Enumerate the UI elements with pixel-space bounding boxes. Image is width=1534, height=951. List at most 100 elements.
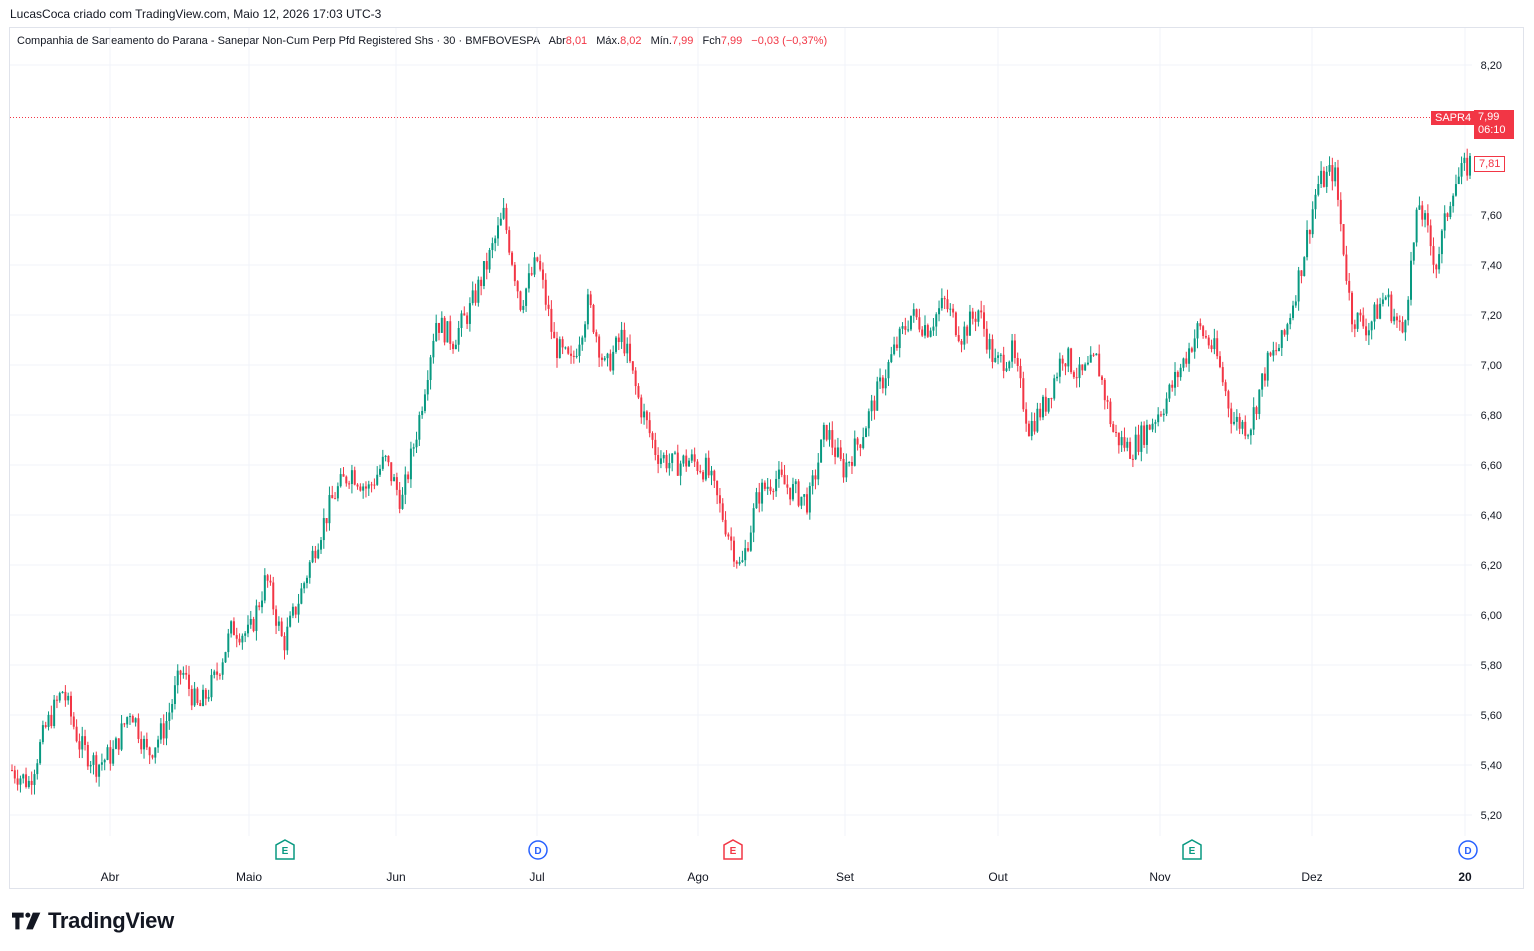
candle-body	[949, 308, 952, 310]
candle-body	[41, 725, 44, 743]
candle-body	[100, 762, 103, 765]
candle-body	[718, 495, 721, 504]
candle-body	[595, 332, 598, 337]
candle-body	[137, 718, 140, 739]
candle-body	[1348, 280, 1351, 293]
candle-body	[1376, 304, 1379, 319]
candle-body	[261, 600, 264, 608]
candle-body	[603, 358, 606, 360]
candle-body	[870, 400, 873, 412]
candle-body	[1106, 400, 1109, 402]
candle-body	[1056, 376, 1059, 379]
candle-body	[98, 764, 101, 777]
candle-body	[426, 379, 429, 395]
candle-body	[1297, 270, 1300, 302]
candle-body	[494, 238, 497, 244]
candle-body	[1210, 345, 1213, 350]
candle-body	[1011, 340, 1014, 362]
candle-body	[55, 699, 58, 701]
tradingview-brand[interactable]: TradingView	[12, 908, 174, 934]
candle-body	[1356, 312, 1359, 329]
candle-body	[935, 314, 938, 327]
candle-body	[350, 470, 353, 484]
candle-body	[1067, 348, 1070, 367]
candle-body	[421, 410, 424, 416]
candle-body	[673, 452, 676, 454]
candle-body	[482, 261, 485, 286]
candle-body	[1362, 315, 1365, 327]
candle-body	[783, 474, 786, 485]
candle-body	[1435, 264, 1438, 270]
candle-body	[255, 605, 258, 631]
candle-body	[1061, 358, 1064, 364]
x-tick-label: Maio	[236, 870, 262, 884]
candle-body	[224, 652, 227, 663]
candle-body	[1381, 299, 1384, 304]
candle-body	[72, 716, 75, 727]
legend-change: −0,03 (−0,37%)	[751, 35, 828, 47]
candle-body	[1151, 423, 1154, 430]
candle-body	[1440, 230, 1443, 255]
candle-body	[179, 670, 182, 675]
event-label: E	[282, 846, 289, 857]
candle-body	[412, 447, 415, 449]
x-tick-label: Jun	[386, 870, 405, 884]
candle-body	[657, 454, 660, 464]
candle-body	[614, 337, 617, 352]
candle-body	[752, 508, 755, 533]
candle-body	[230, 621, 233, 634]
candle-body	[763, 482, 766, 489]
y-tick-label: 6,80	[1481, 410, 1502, 422]
y-tick-label: 6,40	[1481, 510, 1502, 522]
candle-body	[454, 344, 457, 350]
candle-body	[432, 340, 435, 358]
candle-body	[1294, 301, 1297, 306]
candle-body	[1115, 431, 1118, 433]
candle-body	[581, 337, 584, 345]
candle-body	[140, 738, 143, 750]
candle-body	[665, 454, 668, 469]
y-tick-label: 6,60	[1481, 460, 1502, 472]
candle-body	[218, 674, 221, 676]
candle-body	[311, 550, 314, 563]
candle-body	[735, 561, 738, 564]
candle-body	[957, 335, 960, 342]
candle-body	[924, 325, 927, 336]
symbol-description: Companhia de Saneamento do Parana - Sane…	[17, 35, 540, 47]
candle-body	[1224, 382, 1227, 392]
candle-body	[1002, 354, 1005, 371]
candle-body	[525, 288, 528, 306]
candle-body	[873, 400, 876, 411]
x-tick-label: Ago	[687, 870, 709, 884]
candle-body	[190, 688, 193, 706]
candle-body	[631, 361, 634, 371]
candle-body	[339, 474, 342, 487]
candle-body	[216, 671, 219, 675]
candle-body	[1241, 421, 1244, 429]
candle-body	[443, 317, 446, 343]
candle-body	[1227, 391, 1230, 409]
candle-body	[1182, 358, 1185, 368]
candle-body	[578, 344, 581, 356]
candle-body	[199, 703, 202, 706]
candle-body	[859, 444, 862, 448]
candle-body	[440, 317, 443, 333]
candle-body	[912, 309, 915, 316]
x-tick-label: 20	[1458, 870, 1472, 884]
candle-body	[30, 780, 33, 785]
candle-body	[342, 474, 345, 477]
candle-body	[620, 329, 623, 343]
candle-body	[519, 291, 522, 310]
candle-body	[1373, 304, 1376, 322]
candle-body	[480, 279, 483, 286]
candle-body	[1064, 363, 1067, 367]
candle-body	[241, 635, 244, 643]
candle-body	[811, 475, 814, 487]
candle-body	[381, 456, 384, 469]
legend-open-value: 8,01	[565, 35, 588, 47]
candle-body	[971, 311, 974, 319]
candle-body	[1008, 361, 1011, 369]
candle-body	[696, 461, 699, 471]
candle-body	[909, 315, 912, 330]
